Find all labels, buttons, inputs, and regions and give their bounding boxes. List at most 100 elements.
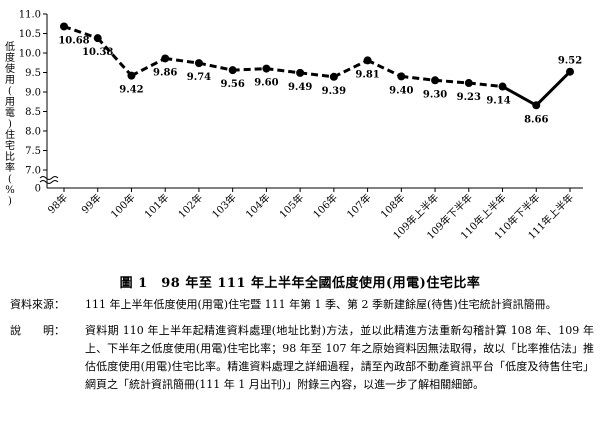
series-segment	[198, 61, 233, 72]
series-segment	[501, 85, 537, 107]
axis-break-mark	[39, 180, 59, 184]
data-label: 8.66	[524, 114, 548, 125]
y-tick-label: 7.5	[25, 146, 41, 157]
x-tick-label: 100年	[108, 191, 138, 221]
x-tick-label: 101年	[142, 191, 172, 221]
y-axis-label-char: 使	[5, 64, 15, 75]
data-point	[363, 56, 372, 65]
data-label: 9.60	[254, 78, 278, 89]
series-segment	[535, 70, 572, 107]
series-segment	[63, 25, 99, 40]
y-axis-label-char: (	[8, 174, 12, 185]
x-axis-ticks: 98年 99年 100年 101年 102年 103年 104年 105年 106年 107年 10…	[45, 188, 576, 242]
series-segment	[96, 37, 133, 77]
x-tick-label: 102年	[175, 191, 205, 221]
y-axis-label-char: (	[8, 86, 12, 97]
data-point	[329, 72, 338, 81]
series-line	[63, 25, 572, 107]
y-axis-label-char: 宅	[5, 141, 15, 152]
x-tick-label: 107年	[344, 191, 374, 221]
y-axis-label-char: )	[8, 196, 12, 207]
y-axis-label-char: 度	[5, 53, 15, 64]
data-point	[262, 64, 271, 73]
source-note-label: 資料來源：	[10, 298, 65, 311]
y-tick-label: 9.0	[25, 88, 41, 99]
data-point	[194, 59, 203, 68]
series-segment	[299, 71, 335, 79]
data-point	[431, 76, 440, 85]
data-label: 9.39	[322, 86, 346, 97]
x-tick-label: 98年	[45, 191, 70, 216]
figure-caption: 圖 1 98 年至 111 年上半年全國低度使用(用電)住宅比率	[119, 276, 481, 291]
data-label: 9.81	[355, 69, 379, 80]
x-tick-label: 103年	[209, 191, 239, 221]
y-axis-label-char: 住	[5, 130, 15, 141]
series-segment	[130, 57, 166, 77]
series-segment	[232, 67, 267, 72]
figure-notes: 資料來源： 111 年上半年低度使用(用電)住宅暨 111 年第 1 季、第 2…	[10, 296, 594, 394]
data-point	[397, 72, 406, 81]
data-point	[532, 101, 541, 110]
data-label: 9.52	[558, 56, 582, 67]
axis-break-mark	[39, 176, 59, 180]
series-segment	[434, 78, 469, 85]
explanation-note-text: 資料期 110 年上半年起精進資料處理(地址比對)方法，並以此精進方法重新勾稽計…	[85, 324, 594, 391]
data-point	[228, 66, 237, 75]
line-chart: 7.07.58.08.59.09.510.010.511.00 98年 99年 10…	[19, 10, 583, 242]
y-axis-label-char: )	[8, 119, 12, 130]
source-note: 資料來源： 111 年上半年低度使用(用電)住宅暨 111 年第 1 季、第 2…	[10, 296, 594, 314]
y-tick-label: 10.0	[19, 49, 41, 60]
data-point	[93, 34, 102, 43]
data-label: 10.38	[82, 47, 113, 58]
explanation-note-label: 說 明：	[10, 324, 65, 337]
y-tick-label: 11.0	[19, 10, 41, 21]
data-label: 9.30	[423, 89, 447, 100]
y-axis-label-char: 用	[5, 97, 15, 108]
x-tick-label: 105年	[276, 191, 306, 221]
data-label: 9.74	[187, 72, 211, 83]
data-label: 9.56	[220, 79, 244, 90]
data-point	[566, 67, 574, 76]
chart-axes	[39, 14, 583, 189]
y-tick-label: 8.0	[25, 127, 41, 138]
y-tick-label: 7.0	[25, 166, 41, 177]
data-label: 9.14	[486, 96, 510, 107]
y-axis-label-char: 比	[5, 152, 15, 163]
series-segment	[333, 59, 369, 79]
series-segment	[266, 67, 301, 75]
data-label: 10.68	[58, 35, 89, 46]
series-segment	[366, 59, 402, 78]
data-label: 9.49	[288, 82, 312, 93]
y-tick-label: 8.5	[25, 107, 41, 118]
series-segment	[468, 81, 503, 89]
data-point	[498, 82, 507, 91]
series-segment	[401, 74, 436, 82]
y-axis-label-char: 率	[5, 163, 15, 174]
data-point	[464, 79, 473, 88]
y-axis-label-char: 用	[5, 75, 15, 86]
data-point	[127, 71, 136, 80]
explanation-note: 說 明： 資料期 110 年上半年起精進資料處理(地址比對)方法，並以此精進方法…	[10, 322, 594, 394]
x-tick-label: 106年	[310, 191, 340, 221]
series-segment	[164, 56, 200, 65]
data-point	[296, 68, 305, 77]
y-axis-ticks: 7.0 7.5 8.0 8.5 9.0 9.5 10.0 10.5 11.0 0	[19, 10, 47, 195]
y-tick-label-zero: 0	[35, 184, 41, 195]
data-point	[60, 22, 68, 31]
y-axis-label-char: 電	[5, 108, 15, 119]
data-label: 9.40	[389, 85, 413, 96]
data-label: 9.23	[457, 92, 481, 103]
data-points	[60, 22, 574, 110]
x-tick-label: 108年	[378, 191, 408, 221]
source-note-text: 111 年上半年低度使用(用電)住宅暨 111 年第 1 季、第 2 季新建餘屋…	[85, 298, 557, 311]
data-label: 9.86	[153, 67, 177, 78]
y-tick-label: 10.5	[19, 29, 41, 40]
data-label: 9.42	[119, 85, 143, 96]
y-axis-label-char: %	[5, 185, 15, 196]
data-point	[161, 54, 170, 63]
y-axis-label-char: 低	[5, 42, 15, 53]
x-tick-label: 104年	[243, 191, 273, 221]
y-axis-label: 低度使用(用電) 住宅比率(%)	[3, 42, 17, 207]
x-tick-label: 99年	[79, 191, 104, 216]
